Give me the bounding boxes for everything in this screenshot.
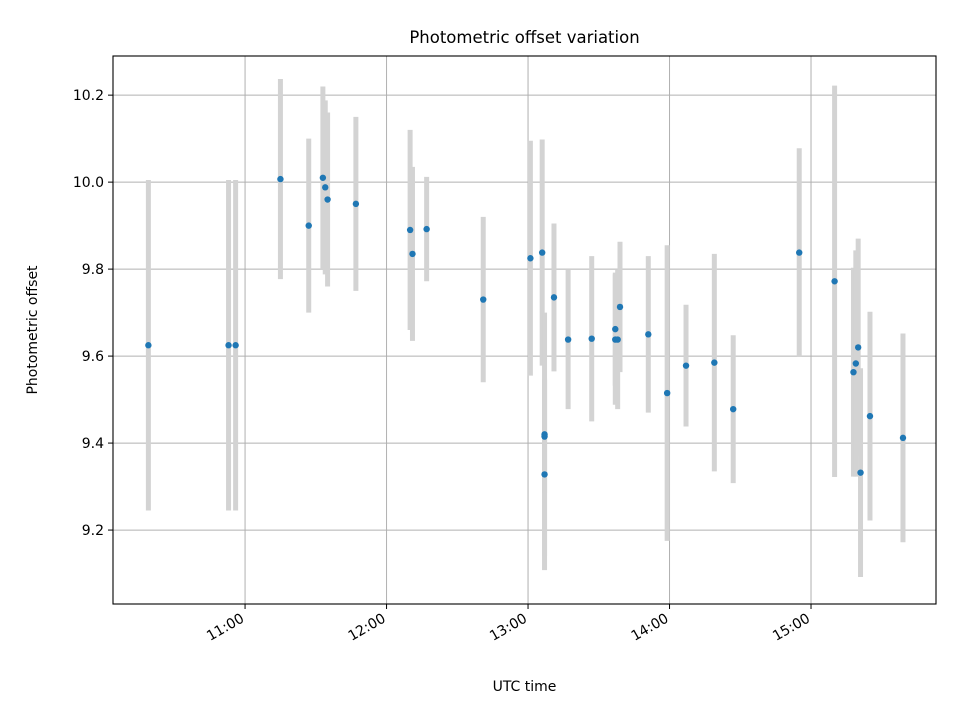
data-point: [550, 294, 558, 301]
data-point: [541, 433, 548, 440]
y-tick-label: 9.4: [82, 436, 104, 452]
data-point: [277, 175, 284, 183]
plot-frame: [112, 55, 937, 605]
data-point: [796, 249, 803, 256]
data-point: [588, 335, 595, 342]
data-point: [663, 389, 671, 397]
y-tick-label: 9.8: [82, 262, 104, 278]
data-point: [541, 471, 548, 478]
data-point: [480, 296, 487, 303]
data-point: [614, 336, 621, 343]
data-point: [616, 303, 624, 311]
data-point: [857, 469, 864, 476]
data-point: [423, 225, 430, 233]
data-point: [225, 342, 232, 349]
data-point: [409, 250, 416, 258]
y-tick-label: 9.6: [82, 349, 104, 365]
y-axis-label: Photometric offset: [25, 265, 41, 395]
data-point: [711, 359, 718, 366]
data-point: [564, 336, 572, 343]
data-point: [145, 342, 152, 349]
data-point: [645, 331, 652, 338]
data-point: [854, 344, 862, 351]
data-point: [729, 405, 737, 413]
data-point: [850, 368, 857, 376]
chart-title: Photometric offset variation: [409, 28, 639, 47]
data-point: [319, 174, 327, 181]
data-point: [527, 255, 534, 262]
y-tick-label: 9.2: [82, 523, 104, 539]
data-point: [899, 434, 907, 442]
data-point: [352, 200, 360, 208]
data-point: [305, 222, 312, 229]
data-point: [831, 278, 838, 285]
y-axis-ticks: 9.2 9.4 9.6 9.8 10.0 10.2: [73, 88, 113, 539]
data-point: [852, 360, 860, 367]
data-point: [406, 226, 414, 234]
data-point: [322, 184, 329, 191]
data-point: [324, 196, 331, 203]
data-point: [232, 342, 239, 349]
data-point: [866, 412, 874, 420]
data-point: [538, 249, 546, 256]
y-tick-label: 10.2: [73, 88, 104, 104]
x-axis-label: UTC time: [493, 679, 557, 695]
markers: [145, 174, 907, 478]
data-point: [682, 362, 690, 369]
y-tick-label: 10.0: [73, 175, 104, 191]
data-point: [612, 325, 619, 333]
